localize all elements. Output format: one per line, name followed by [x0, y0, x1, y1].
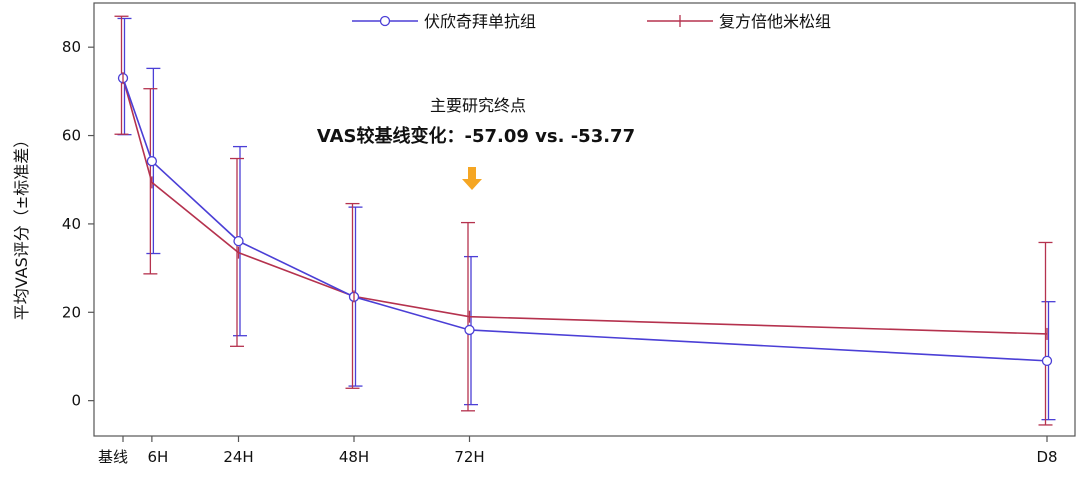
series-line [122, 77, 1048, 362]
x-tick-label: D8 [1036, 448, 1057, 466]
data-point [233, 235, 244, 247]
x-tick-label: 48H [339, 448, 369, 466]
data-point [146, 156, 158, 167]
x-tick-label: 6H [147, 448, 168, 466]
y-tick-label: 40 [62, 215, 81, 233]
plot-frame [93, 2, 1076, 437]
x-tick-label: 基线 [98, 448, 128, 466]
data-point [1041, 355, 1053, 367]
data-point [464, 324, 475, 336]
x-tick-label: 72H [454, 448, 484, 466]
legend-marker-series-1 [379, 15, 391, 27]
series-line [122, 77, 1048, 335]
series-markers [117, 72, 1053, 367]
annotation-line-2: VAS较基线变化：-57.09 vs. -53.77 [317, 125, 635, 147]
arrow-down-icon [462, 167, 482, 190]
annotation-line-1: 主要研究终点 [430, 96, 526, 115]
y-tick-label: 20 [62, 303, 81, 321]
y-tick-label: 0 [71, 392, 81, 410]
error-bars [114, 15, 1056, 426]
annotation: 主要研究终点 VAS较基线变化：-57.09 vs. -53.77 [317, 96, 635, 190]
y-tick-label: 60 [62, 127, 81, 145]
axes: 0 20 40 60 80 基线 6H 24H 48H 72H D8 [62, 2, 1076, 466]
series-lines [122, 77, 1048, 362]
legend: 伏欣奇拜单抗组 复方倍他米松组 [352, 12, 831, 31]
legend-label-series-2: 复方倍他米松组 [719, 12, 831, 31]
x-tick-label: 24H [223, 448, 253, 466]
y-axis-label: 平均VAS评分（±标准差） [12, 132, 31, 320]
legend-label-series-1: 伏欣奇拜单抗组 [424, 12, 536, 31]
y-tick-label: 80 [62, 38, 81, 56]
